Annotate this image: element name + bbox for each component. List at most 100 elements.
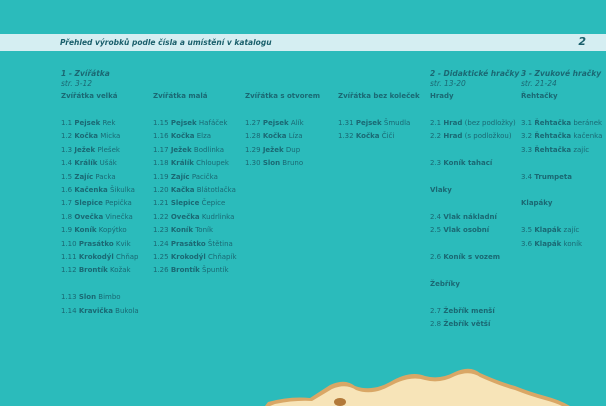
list-item: 1.7 Slepice Pepička — [61, 199, 132, 207]
item-number: 1.18 — [153, 159, 169, 168]
item-number: 1.9 — [61, 226, 73, 235]
item-name: Vinečka — [105, 212, 133, 221]
item-type: Ježek — [170, 145, 192, 154]
item-number: 1.2 — [61, 132, 73, 141]
list-item: 1.19 Zajíc Pacička — [153, 173, 218, 181]
item-number: 3.5 — [521, 226, 533, 235]
item-name: Líza — [288, 132, 303, 141]
column-heading: Zvířátka s otvorem — [245, 92, 321, 100]
item-name: Šmudla — [383, 119, 411, 127]
item-number: 1.29 — [245, 145, 261, 154]
item-number: 2.2 — [430, 132, 442, 141]
item-name: zajíc — [573, 145, 590, 154]
item-type: Koník — [74, 226, 97, 235]
item-number: 3.3 — [521, 145, 533, 154]
item-type: Brontík — [170, 266, 200, 275]
list-item: 1.8 Ovečka Vinečka — [61, 213, 133, 221]
item-type: Slepice — [170, 199, 200, 208]
list-item: 1.15 Pejsek Hafáček — [153, 119, 227, 127]
list-item: 1.27 Pejsek Alík — [245, 119, 304, 127]
list-item: 1.17 Ježek Bodlinka — [153, 146, 224, 154]
item-number: 3.2 — [521, 132, 533, 141]
list-item: 1.20 Kačka Blátotlačka — [153, 186, 236, 194]
item-type: Kočka — [74, 132, 99, 141]
item-name: Bimbo — [98, 293, 121, 302]
document-title: Přehled výrobků podle čísla a umístění v… — [60, 38, 272, 47]
item-number: 1.23 — [153, 226, 169, 235]
list-item: 2.3 Koník tahací — [430, 159, 492, 167]
item-name: Ušák — [99, 159, 117, 168]
item-number: 1.13 — [61, 293, 77, 302]
item-name: Štětina — [207, 239, 233, 248]
item-number: 2.1 — [430, 119, 442, 127]
item-type: Pejsek — [74, 119, 101, 127]
item-name: Pacička — [191, 172, 218, 181]
subgroup-heading: Vlaky — [430, 186, 452, 194]
section-title: 1 - Zvířátka — [61, 69, 110, 78]
item-number: 3.6 — [521, 239, 533, 248]
list-item: 2.1 Hrad (bez podložky) — [430, 119, 516, 127]
item-type: Kočka — [170, 132, 195, 141]
list-item: 1.30 Slon Bruno — [245, 159, 303, 167]
item-type: Slon — [262, 159, 281, 168]
item-number: 1.22 — [153, 212, 169, 221]
item-name: (s podložkou) — [464, 132, 512, 141]
item-type: Hrad — [443, 119, 463, 127]
item-name: Kožak — [110, 266, 131, 275]
item-name: Pepička — [105, 199, 132, 208]
item-type: Řehtačka — [534, 132, 572, 141]
item-number: 2.8 — [430, 320, 442, 328]
item-number: 1.4 — [61, 159, 73, 168]
column-heading: Zvířátka velká — [61, 92, 118, 100]
list-item: 1.4 Králík Ušák — [61, 159, 117, 167]
list-item: 3.6 Klapák koník — [521, 240, 582, 248]
list-item: 1.2 Kočka Micka — [61, 132, 120, 140]
item-number: 2.7 — [430, 306, 442, 315]
item-name: Micka — [100, 132, 121, 141]
item-name: Bodlinka — [193, 145, 224, 154]
list-item: 1.28 Kočka Líza — [245, 132, 303, 140]
list-item: 1.12 Brontík Kožak — [61, 266, 131, 274]
item-number: 1.16 — [153, 132, 169, 141]
list-item: 1.22 Ovečka Kudrlinka — [153, 213, 234, 221]
item-type: Brontík — [78, 266, 108, 275]
item-name: Kvik — [115, 239, 131, 248]
item-type: Zajíc — [74, 172, 94, 181]
list-item: 2.6 Koník s vozem — [430, 253, 500, 261]
list-item: 1.9 Koník Kopýtko — [61, 226, 127, 234]
item-type: Žebřík menší — [443, 306, 495, 315]
hole-icon — [334, 398, 346, 406]
item-type: Klapák — [534, 239, 562, 248]
item-type: Vlak osobní — [443, 226, 490, 235]
item-name: Kopýtko — [98, 226, 127, 235]
list-item: 3.4 Trumpeta — [521, 173, 572, 181]
list-item: 2.8 Žebřík větší — [430, 320, 490, 328]
item-name: beránek — [573, 119, 603, 127]
item-number: 2.4 — [430, 212, 442, 221]
item-name: Blátotlačka — [196, 186, 236, 194]
item-type: Koník — [170, 226, 193, 235]
item-number: 1.32 — [338, 132, 354, 141]
subgroup-heading: Žebříky — [430, 279, 460, 288]
item-number: 2.3 — [430, 159, 442, 168]
item-name: Chloupek — [196, 159, 229, 168]
item-type: Koník s vozem — [443, 253, 501, 261]
item-number: 1.7 — [61, 199, 73, 208]
item-name: Čiči — [381, 132, 395, 141]
list-item: 2.5 Vlak osobní — [430, 226, 489, 234]
item-number: 1.21 — [153, 199, 169, 208]
list-item: 3.2 Řehtačka kačenka — [521, 132, 602, 140]
list-item: 2.7 Žebřík menší — [430, 307, 495, 315]
item-name: Toník — [195, 226, 214, 235]
item-name: (bez podložky) — [464, 119, 516, 127]
column-heading: Zvířátka bez koleček — [338, 92, 420, 100]
item-type: Kačka — [170, 186, 195, 194]
item-type: Kočka — [355, 132, 380, 141]
item-name: Plešek — [97, 145, 120, 154]
page-number: 2 — [578, 35, 586, 48]
item-number: 2.5 — [430, 226, 442, 235]
item-name: Šikulka — [110, 186, 135, 194]
item-type: Vlak nákladní — [443, 212, 497, 221]
list-item: 1.6 Kačenka Šikulka — [61, 186, 135, 194]
